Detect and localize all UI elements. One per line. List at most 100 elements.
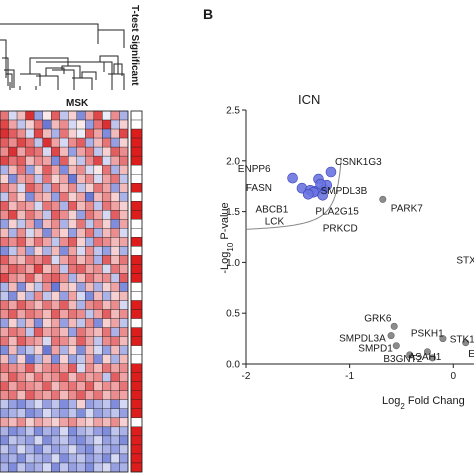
heatmap-cell: [102, 237, 112, 247]
heatmap-cell: [0, 282, 9, 292]
heatmap-cell: [51, 291, 60, 301]
heatmap-cell: [33, 300, 43, 310]
heatmap-cell: [85, 462, 95, 473]
heatmap-cell: [51, 273, 60, 283]
heatmap-cell: [0, 137, 9, 148]
heatmap-cell: [76, 381, 86, 391]
heatmap-cell: [16, 174, 26, 184]
heatmap-cell: [16, 372, 26, 382]
heatmap-cell: [42, 336, 52, 346]
heatmap-cell: [93, 345, 103, 355]
heatmap-cell: [33, 408, 43, 419]
heatmap-cell: [25, 309, 35, 319]
heatmap-cell: [8, 399, 18, 410]
heatmap-cell: [110, 327, 120, 337]
heatmap-cell: [110, 255, 120, 265]
data-point: [302, 189, 314, 200]
heatmap-cell: [16, 318, 26, 328]
heatmap-cell: [25, 273, 35, 283]
heatmap-cell: [68, 201, 77, 211]
t-test-column-header: T-test Significant: [129, 5, 140, 86]
significance-cell: [130, 345, 143, 355]
heatmap-cell: [51, 192, 60, 202]
heatmap-cell: [42, 291, 52, 301]
point-label: ENPP6: [238, 164, 271, 175]
heatmap-cell: [110, 155, 120, 166]
heatmap-cell: [93, 462, 103, 473]
heatmap-cell: [76, 219, 86, 229]
heatmap-cell: [25, 255, 35, 265]
heatmap-cell: [102, 327, 112, 337]
heatmap-cell: [33, 110, 43, 121]
heatmap-cell: [93, 246, 103, 256]
x-axis: -2 -1 0: [242, 363, 474, 382]
heatmap-cell: [76, 309, 86, 319]
x-tick-label: -2: [242, 371, 251, 382]
heatmap-cell: [76, 201, 86, 211]
heatmap-cell: [8, 146, 18, 157]
heatmap-cell: [8, 453, 18, 464]
heatmap-cell: [0, 192, 9, 202]
heatmap-cell: [76, 327, 86, 337]
heatmap-cell: [59, 228, 69, 238]
heatmap-cell: [0, 264, 9, 274]
heatmap-cell: [93, 137, 103, 148]
heatmap-cell: [110, 399, 120, 410]
heatmap-cell: [25, 435, 35, 446]
heatmap-cell: [42, 192, 52, 202]
heatmap-cell: [59, 453, 69, 464]
heatmap-cell: [59, 219, 69, 229]
heatmap-cell: [68, 192, 77, 202]
heatmap-cell: [42, 426, 52, 437]
heatmap-cell: [119, 345, 129, 355]
heatmap-cell: [25, 219, 35, 229]
heatmap-cell: [76, 354, 86, 364]
heatmap-cell: [25, 128, 35, 139]
heatmap-cell: [110, 318, 120, 328]
heatmap-cell: [93, 309, 103, 319]
heatmap-cell: [59, 381, 69, 391]
heatmap-cell: [8, 164, 18, 175]
heatmap-cell: [51, 264, 60, 274]
heatmap-cell: [76, 435, 86, 446]
heatmap-cell: [110, 110, 120, 121]
significance-cell: [130, 435, 143, 446]
heatmap-cell: [51, 381, 60, 391]
heatmap-cell: [8, 408, 18, 419]
heatmap-cell: [102, 417, 112, 428]
y-tick-label: 0.0: [226, 360, 240, 371]
heatmap-cell: [93, 183, 103, 193]
heatmap-cell: [16, 255, 26, 265]
panel-a-heatmap: MSK T-test Significant: [0, 5, 143, 473]
heatmap-cell: [42, 237, 52, 247]
heatmap-cell: [85, 291, 95, 301]
heatmap-cell: [59, 164, 69, 175]
heatmap-cell: [93, 237, 103, 247]
heatmap-cell: [0, 390, 9, 400]
heatmap-cell: [85, 300, 95, 310]
heatmap-cell: [42, 201, 52, 211]
heatmap-cell: [8, 219, 18, 229]
heatmap-cell: [59, 417, 69, 428]
heatmap-cell: [76, 426, 86, 437]
heatmap-cell: [68, 237, 77, 247]
heatmap-cell: [42, 219, 52, 229]
heatmap-cell: [33, 210, 43, 220]
heatmap-cell: [51, 363, 60, 373]
heatmap-cell: [59, 128, 69, 139]
heatmap-cell: [16, 363, 26, 373]
heatmap-cell: [102, 372, 112, 382]
heatmap-cell: [85, 336, 95, 346]
heatmap-cell: [59, 318, 69, 328]
heatmap-cell: [25, 354, 35, 364]
significance-frame: [130, 110, 143, 473]
heatmap-cell: [51, 372, 60, 382]
heatmap-cell: [51, 318, 60, 328]
heatmap-cell: [119, 390, 129, 400]
heatmap-cell: [119, 110, 129, 121]
heatmap-cell: [8, 336, 18, 346]
heatmap-cell: [0, 444, 9, 455]
heatmap-cell: [0, 426, 9, 437]
heatmap-cell: [102, 318, 112, 328]
heatmap-cell: [102, 309, 112, 319]
